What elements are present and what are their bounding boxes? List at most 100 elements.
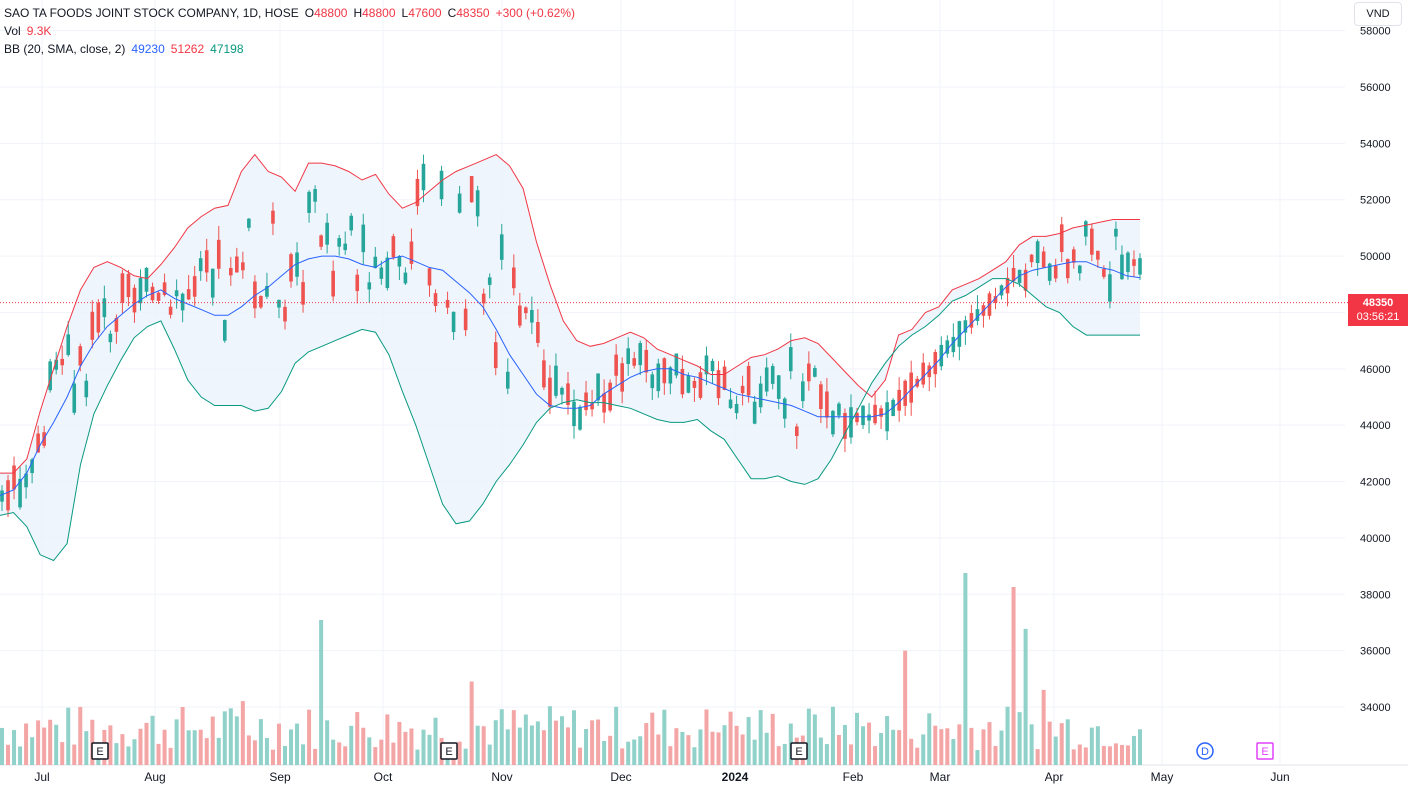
bb-lower-value: 47198 — [210, 42, 244, 56]
candle-body — [457, 193, 462, 213]
volume-bar — [1083, 747, 1088, 765]
candle-body — [427, 268, 432, 286]
earnings-event-icon[interactable] — [440, 742, 458, 760]
volume-bar — [0, 727, 4, 765]
volume-bar — [379, 739, 384, 765]
volume-bar — [415, 749, 420, 765]
candle-body — [1090, 228, 1094, 255]
symbol-title[interactable]: SAO TA FOODS JOINT STOCK COMPANY, 1D, HO… — [4, 6, 299, 20]
candle-body — [819, 384, 823, 409]
currency-button[interactable]: VND — [1354, 2, 1402, 26]
volume-bar — [620, 748, 625, 765]
volume-bar — [72, 744, 77, 765]
candle-body — [1041, 251, 1046, 268]
candle-body — [307, 191, 311, 213]
candle-body — [277, 299, 281, 308]
candle-body — [0, 490, 4, 502]
x-tick-label: Jul — [34, 770, 49, 784]
candle-body — [499, 234, 504, 260]
volume-bar — [614, 706, 619, 765]
candle-body — [1059, 224, 1064, 253]
volume-bar — [1023, 628, 1028, 765]
volume-bar — [897, 730, 902, 765]
close-label: C — [447, 6, 457, 20]
volume-bar — [258, 719, 263, 765]
candle-body — [945, 340, 950, 354]
candle-body — [355, 274, 360, 292]
earnings-event-icon[interactable] — [790, 742, 808, 760]
volume-bar — [270, 749, 275, 765]
candle-body — [542, 360, 546, 388]
volume-bar — [361, 727, 366, 765]
volume-bar — [879, 733, 884, 765]
volume-bar — [198, 729, 203, 765]
candle-body — [96, 302, 101, 333]
candle-body — [957, 321, 962, 347]
candle-body — [1035, 241, 1040, 264]
volume-bar — [535, 721, 540, 765]
candle-body — [60, 358, 65, 366]
candle-body — [204, 250, 209, 273]
earnings-event-icon[interactable] — [1256, 742, 1274, 760]
volume-bar — [144, 722, 149, 765]
candle-body — [391, 236, 396, 258]
dividend-event-icon[interactable] — [1196, 742, 1214, 760]
candle-body — [1017, 269, 1022, 283]
volume-bar — [848, 744, 853, 765]
candle-body — [885, 402, 889, 432]
volume-bar — [830, 706, 835, 765]
candle-body — [831, 410, 835, 435]
volume-bar — [680, 731, 685, 765]
volume-bar — [487, 744, 492, 765]
volume-bar — [602, 740, 607, 765]
high-label: H — [353, 6, 363, 20]
candle-body — [1084, 221, 1088, 237]
volume-bar — [704, 709, 709, 765]
volume-bar — [529, 725, 534, 765]
volume-bar — [433, 717, 438, 765]
volume-bar — [921, 734, 926, 765]
candle-body — [186, 289, 191, 300]
candle-body — [54, 359, 58, 370]
bb-mid-line — [0, 255, 1141, 497]
legend-volume-row[interactable]: Vol 9.3K — [4, 22, 575, 40]
candle-body — [463, 308, 468, 331]
volume-bar — [1077, 744, 1082, 765]
volume-bar — [24, 723, 29, 765]
volume-bar — [776, 746, 781, 765]
earnings-event-icon[interactable] — [91, 742, 109, 760]
volume-bar — [1101, 745, 1106, 765]
candle-body — [746, 365, 751, 396]
candle-body — [674, 353, 679, 376]
candle-body — [993, 296, 998, 303]
candle-body — [813, 368, 817, 377]
candle-body — [301, 282, 305, 305]
candle-body — [505, 371, 510, 389]
candle-body — [469, 176, 474, 203]
x-tick-label: Dec — [610, 770, 631, 784]
volume-bar — [824, 744, 829, 765]
candle-body — [331, 270, 335, 297]
candle-body — [692, 380, 697, 388]
volume-bar — [999, 730, 1004, 765]
volume-bar — [409, 728, 414, 765]
volume-bar — [891, 729, 896, 765]
candle-body — [548, 377, 552, 407]
volume-bar — [222, 711, 227, 765]
volume-bar — [993, 746, 998, 765]
volume-bar — [499, 709, 504, 765]
candle-body — [361, 224, 366, 253]
candle-body — [1023, 269, 1028, 291]
volume-bar — [915, 747, 920, 765]
bb-upper-value: 51262 — [170, 42, 205, 56]
volume-bar — [578, 747, 583, 765]
volume-bar — [692, 747, 697, 765]
candle-body — [963, 320, 968, 333]
candle-body — [632, 358, 637, 366]
candle-body — [114, 317, 119, 332]
legend-bb-row[interactable]: BB (20, SMA, close, 2) 49230 51262 47198 — [4, 40, 575, 58]
volume-bar — [385, 714, 390, 765]
volume-bar — [276, 723, 281, 765]
volume-bar — [475, 725, 480, 765]
